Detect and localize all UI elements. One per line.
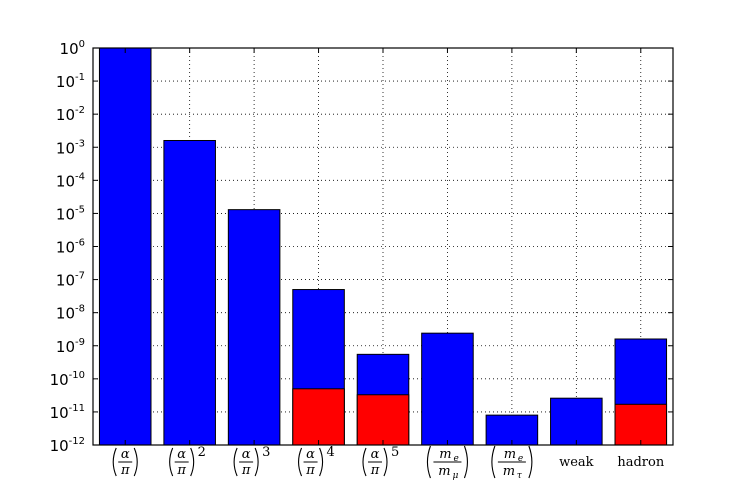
label-glyph: m (503, 464, 515, 479)
paren-glyph (254, 447, 259, 477)
y-tick-label: 10-10 (50, 370, 85, 389)
paren-glyph (528, 445, 533, 479)
label-glyph: π (370, 463, 380, 478)
label-glyph: τ (517, 471, 523, 481)
label-glyph: π (305, 463, 315, 478)
paren-glyph (169, 447, 174, 477)
x-tick-label-me_mtau: (mₑ/m_τ)m em τ (491, 445, 533, 481)
y-tick-label: 10-3 (56, 138, 85, 157)
label-glyph: α (121, 447, 130, 462)
label-glyph: m (504, 447, 516, 462)
label-glyph: e (518, 454, 523, 464)
paren-glyph (319, 447, 324, 477)
label-glyph: hadron (617, 455, 664, 470)
label-glyph: 3 (262, 445, 270, 460)
paren-glyph (383, 447, 388, 477)
label-glyph: μ (452, 471, 458, 481)
label-glyph: α (242, 447, 251, 462)
x-tick-label-alpha_pi_4: (α/π)⁴ απ4 (298, 445, 335, 478)
x-tick-label-me_mmu: (mₑ/m_μ) m em μ (426, 445, 468, 481)
paren-glyph (133, 447, 138, 477)
label-glyph: α (371, 447, 380, 462)
y-tick-label: 10-9 (56, 337, 85, 356)
bar-alpha_pi_4-series-1 (292, 388, 345, 446)
ticks (93, 47, 673, 446)
x-tick-label-weak: weakweak (559, 455, 594, 470)
x-tick-label-alpha_pi_2: (α/π)²απ2 (169, 445, 206, 478)
y-tick-label: 10-5 (56, 204, 85, 223)
paren-glyph (190, 447, 195, 477)
label-glyph: m (438, 464, 450, 479)
label-glyph: π (241, 463, 251, 478)
paren-glyph (112, 447, 117, 477)
y-tick-labels: 100 10-1 10-2 10-3 10-4 10-5 10-6 10-7 10-8 10-9 1… (50, 39, 85, 455)
paren-glyph (233, 447, 238, 477)
y-tick-label: 10-8 (56, 304, 85, 323)
label-glyph: π (120, 463, 130, 478)
x-tick-labels: (α/π)απ (α/π)²απ2 (α/π)³ απ3 (α/π)⁴ απ4 (α/π)⁵… (112, 445, 665, 481)
label-glyph: e (453, 454, 458, 464)
label-glyph: weak (559, 455, 594, 470)
label-glyph: π (176, 463, 186, 478)
y-tick-label: 10-2 (56, 105, 85, 124)
x-tick-label-alpha_pi: (α/π)απ (112, 447, 138, 478)
paren-glyph (463, 445, 468, 479)
bar-alpha_pi_2-series-0 (163, 139, 216, 446)
y-tick-label: 10-11 (50, 403, 85, 422)
label-glyph: α (177, 447, 186, 462)
bars (98, 47, 668, 446)
y-tick-label: 10-7 (56, 271, 85, 290)
bar-weak-series-0 (550, 397, 603, 446)
y-tick-label: 10-12 (50, 436, 85, 455)
label-glyph: 4 (327, 445, 335, 460)
x-tick-label-alpha_pi_3: (α/π)³ απ3 (233, 445, 270, 478)
x-tick-label-hadron: hadron hadron (617, 455, 664, 470)
label-glyph: m (439, 447, 451, 462)
label-glyph: 2 (198, 445, 206, 460)
bar-alpha_pi_3-series-0 (227, 209, 281, 446)
bar-alpha_pi_5-series-1 (356, 394, 410, 446)
bar-hadron-series-1 (614, 403, 668, 446)
label-glyph: α (306, 447, 315, 462)
y-tick-label: 100 (60, 39, 85, 58)
label-glyph: 5 (391, 445, 399, 460)
y-tick-label: 10-6 (56, 238, 85, 257)
bar-me_mmu-series-0 (421, 332, 474, 446)
x-tick-label-alpha_pi_5: (α/π)⁵ απ5 (362, 445, 399, 478)
bar-alpha_pi-series-0 (98, 47, 152, 446)
paren-glyph (491, 445, 496, 479)
paren-glyph (362, 447, 367, 477)
paren-glyph (426, 445, 431, 479)
y-tick-label: 10-4 (56, 171, 85, 190)
paren-glyph (298, 447, 303, 477)
y-tick-label: 10-1 (56, 72, 85, 91)
